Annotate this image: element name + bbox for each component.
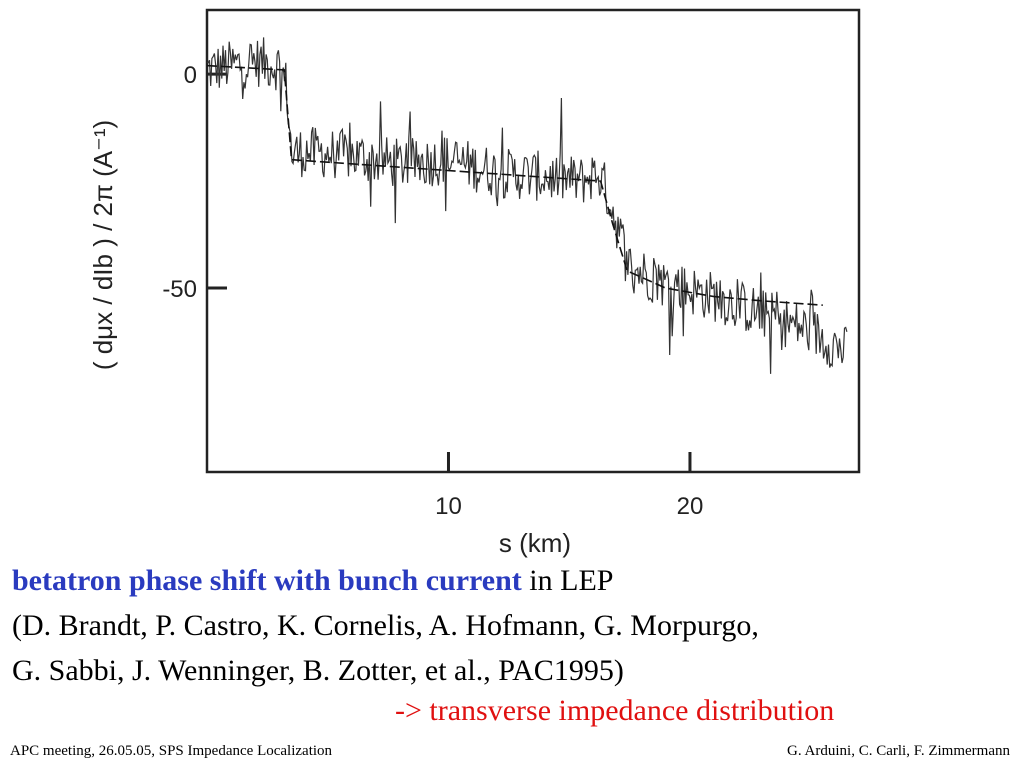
conclusion-arrow-text: -> transverse impedance distribution	[395, 694, 835, 727]
caption-line1-rest: in LEP	[521, 564, 614, 597]
x-axis-label: s (km)	[499, 528, 571, 558]
axis-ticks: 10 20 0 -50	[162, 62, 703, 520]
caption-line-2: (D. Brandt, P. Castro, K. Cornelis, A. H…	[12, 609, 759, 642]
x-tick-label: 10	[435, 493, 462, 520]
y-tick-label: -50	[162, 276, 197, 303]
phase-shift-chart: 10 20 0 -50 s (km) ( dμx / dIb ) / 2π (A⁻¹)	[88, 8, 861, 558]
caption-line-1: betatron phase shift with bunch current …	[12, 558, 1012, 603]
series-line-fit-piecewise	[206, 64, 823, 306]
footer-authors: G. Arduini, C. Carli, F. Zimmermann	[787, 743, 1010, 759]
series-layer	[206, 37, 848, 374]
y-axis-label: ( dμx / dIb ) / 2π (A⁻¹)	[88, 120, 118, 370]
x-tick-label: 20	[677, 493, 704, 520]
y-tick-label: 0	[184, 62, 197, 89]
plot-frame	[205, 8, 861, 474]
caption-line-3: G. Sabbi, J. Wenninger, B. Zotter, et al…	[12, 654, 624, 687]
series-line-measured-noisy	[206, 37, 848, 374]
footer-meeting-info: APC meeting, 26.05.05, SPS Impedance Loc…	[10, 743, 333, 759]
caption-highlight: betatron phase shift with bunch current	[12, 564, 522, 597]
caption: betatron phase shift with bunch current …	[12, 558, 1012, 693]
